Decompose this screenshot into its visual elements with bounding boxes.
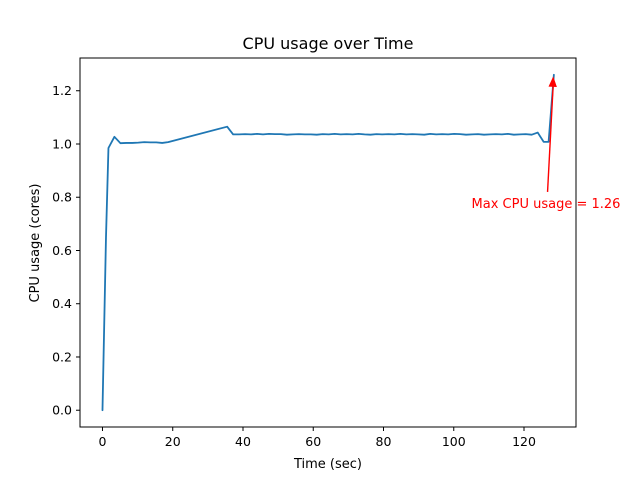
y-tick-label: 0.8 [52, 190, 72, 205]
y-tick-label: 0.0 [52, 403, 72, 418]
annotation-arrow-shaft [546, 85, 554, 192]
annotation-arrow-head [548, 76, 557, 88]
cpu-usage-series-line [101, 73, 555, 412]
y-tick-label: 0.6 [52, 243, 72, 258]
y-axis-label: CPU usage (cores) [28, 184, 43, 303]
x-axis-label: Time (sec) [293, 457, 362, 472]
y-tick-label: 0.2 [52, 349, 72, 364]
plot-frame [79, 57, 577, 428]
plot-area [80, 58, 576, 427]
line-layer [101, 73, 555, 412]
x-tick-label: 80 [376, 434, 392, 449]
annotation-layer: Max CPU usage = 1.26 [472, 76, 621, 212]
y-tick-label: 1.0 [52, 136, 72, 151]
x-tick-label: 0 [99, 434, 107, 449]
x-tick-label: 60 [305, 434, 321, 449]
chart-title: CPU usage over Time [243, 34, 414, 53]
tick-layer: 0 20 40 60 80 100 120 0.0 0.2 0.4 0.6 0.8 1.0 1.2 [52, 83, 536, 449]
x-tick-label: 120 [512, 434, 536, 449]
x-tick-label: 20 [165, 434, 181, 449]
x-tick-label: 100 [442, 434, 466, 449]
y-tick-label: 0.4 [52, 296, 72, 311]
y-tick-label: 1.2 [52, 83, 72, 98]
x-tick-label: 40 [235, 434, 251, 449]
max-cpu-annotation: Max CPU usage = 1.26 [472, 197, 621, 212]
